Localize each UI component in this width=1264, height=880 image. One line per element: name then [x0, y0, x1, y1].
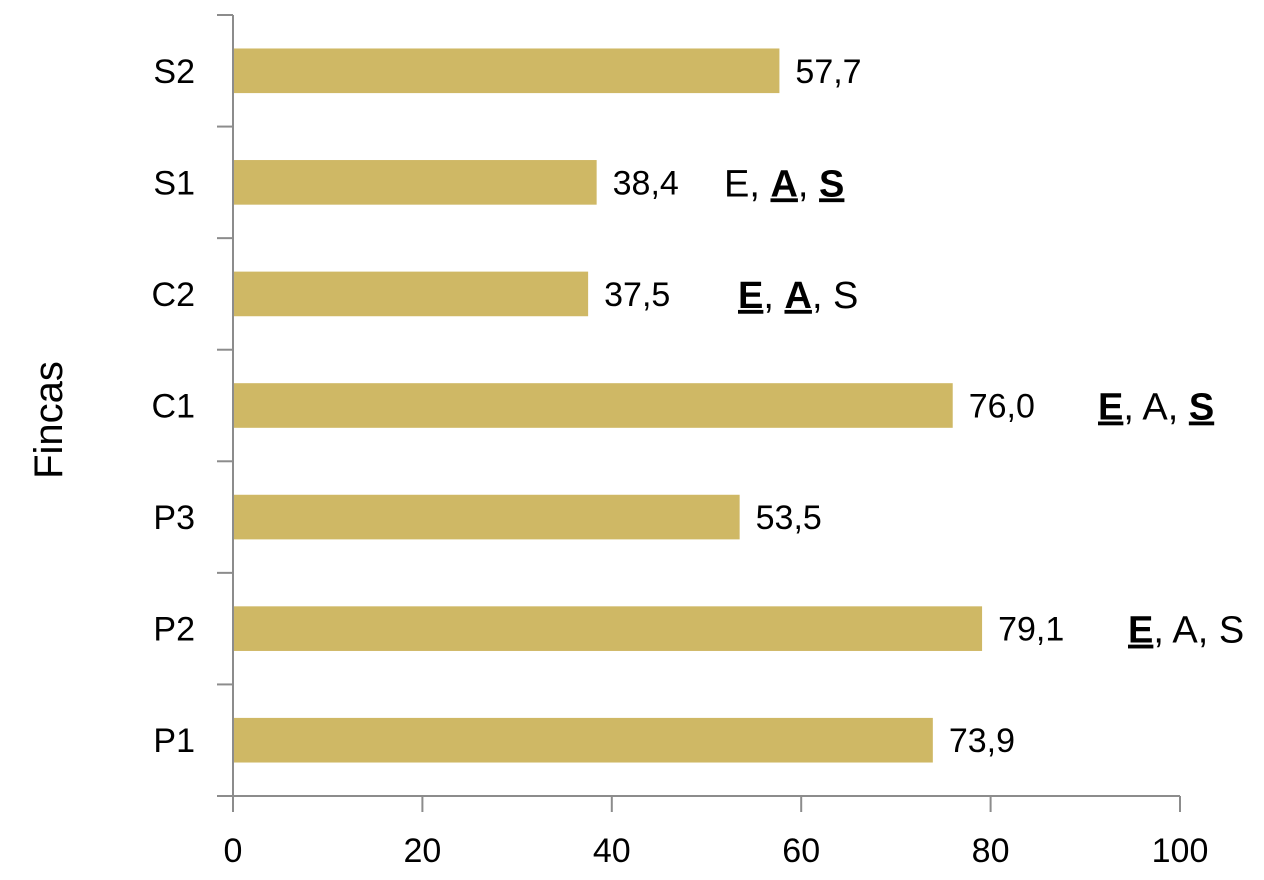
annotation-p2: E, A, S	[1128, 610, 1244, 652]
data-label-p2: 79,1	[998, 611, 1064, 649]
labels-layer: 73,9 P1 79,1 P2 53,5 P3 76,0 C1 37,5 C2 38,4 S1 57,7…	[152, 53, 1245, 760]
data-label-s2: 57,7	[795, 53, 861, 91]
category-label-p1: P1	[153, 722, 195, 760]
data-label-c1: 76,0	[969, 388, 1035, 426]
annotation-c2: E, A, S	[738, 275, 858, 317]
y-axis-title: Fincas	[27, 361, 71, 479]
category-label-s2: S2	[153, 53, 195, 91]
category-label-c1: C1	[152, 388, 195, 426]
bar-p3	[233, 494, 740, 540]
data-label-c2: 37,5	[604, 276, 670, 314]
category-label-c2: C2	[152, 276, 195, 314]
bars-layer	[233, 48, 983, 763]
x-tick-label-60: 60	[782, 832, 820, 870]
x-tick-label-40: 40	[593, 832, 631, 870]
annotation-c1: E, A, S	[1098, 387, 1214, 429]
category-label-p3: P3	[153, 499, 195, 537]
data-label-p3: 53,5	[756, 499, 822, 537]
bar-c1	[233, 383, 953, 428]
x-tick-label-0: 0	[224, 832, 243, 870]
data-label-s1: 38,4	[613, 164, 679, 202]
x-tick-label-20: 20	[403, 832, 441, 870]
category-label-p2: P2	[153, 611, 195, 649]
bar-p1	[233, 717, 933, 763]
bar-s2	[233, 48, 780, 94]
axes-layer: 0 20 40 60 80 100	[217, 14, 1209, 870]
bar-c2	[233, 271, 589, 317]
category-label-s1: S1	[153, 164, 195, 202]
bar-s1	[233, 160, 597, 205]
x-tick-label-100: 100	[1152, 832, 1209, 870]
x-tick-label-80: 80	[972, 832, 1010, 870]
bar-p2	[233, 606, 983, 651]
data-label-p1: 73,9	[949, 722, 1015, 760]
annotation-s1: E, A, S	[724, 163, 844, 205]
